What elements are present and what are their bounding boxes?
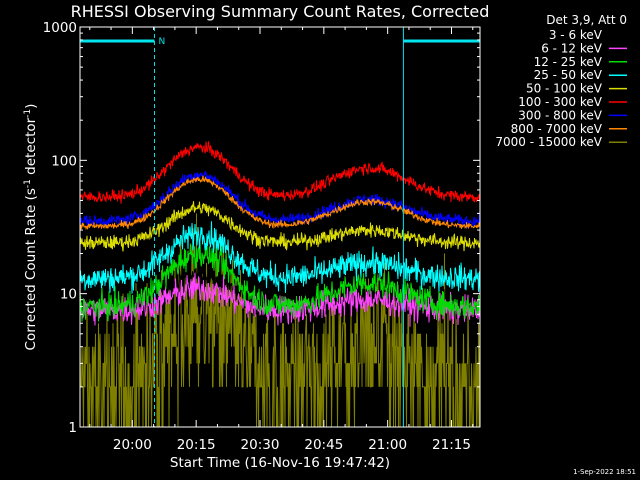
- legend-label-3: 12 - 25 keV: [534, 55, 603, 69]
- legend-label-2: 6 - 12 keV: [541, 41, 603, 55]
- y-tick-label: 100: [51, 153, 77, 169]
- chart-title: RHESSI Observing Summary Count Rates, Co…: [71, 2, 490, 21]
- series-line-7: [79, 170, 481, 229]
- legend-header: Det 3,9, Att 0: [546, 13, 627, 27]
- y-axis-label: Corrected Count Rate (s-1 detector-1): [23, 104, 39, 351]
- series-line-6: [79, 141, 481, 204]
- x-tick-label: 20:30: [241, 437, 280, 453]
- y-axis-label-sup1: -1: [23, 179, 33, 188]
- plot-frame: [79, 26, 481, 428]
- legend-label-9: 7000 - 15000 keV: [495, 135, 602, 149]
- x-tick-label: 20:00: [113, 437, 152, 453]
- y-tick-label: 1: [68, 420, 77, 436]
- x-axis-label: Start Time (16-Nov-16 19:47:42): [170, 455, 390, 471]
- y-axis-label-main: Corrected Count Rate (s: [23, 188, 39, 350]
- legend-label-5: 50 - 100 keV: [526, 82, 603, 96]
- series-line-2: [79, 272, 481, 327]
- x-tick-label: 21:00: [368, 437, 407, 453]
- legend-label-8: 800 - 7000 keV: [511, 122, 603, 136]
- x-tick-label: 21:15: [432, 437, 471, 453]
- series-line-4: [79, 221, 481, 294]
- y-axis-label-mid: detector: [23, 117, 39, 179]
- x-tick-label: 20:45: [304, 437, 343, 453]
- y-axis-label-end: ): [23, 104, 39, 109]
- y-tick-label: 1000: [43, 20, 77, 36]
- legend-label-4: 25 - 50 keV: [534, 68, 603, 82]
- y-axis-label-sup2: -1: [23, 109, 33, 118]
- series-line-3: [79, 240, 481, 322]
- legend-label-7: 300 - 800 keV: [518, 108, 602, 122]
- flag-label: N: [158, 37, 165, 47]
- x-tick-label: 20:15: [177, 437, 216, 453]
- legend-label-6: 100 - 300 keV: [518, 95, 602, 109]
- series-line-5: [79, 201, 481, 252]
- y-tick-label: 10: [60, 287, 77, 303]
- series-line-8: [79, 175, 481, 231]
- axes-layer: 1 10 100 1000 20:00 20:15 20:30 20:45 21:00 21:15: [43, 20, 480, 453]
- timestamp: 1-Sep-2022 18:51: [573, 468, 636, 476]
- series-layer: [79, 141, 481, 428]
- legend-label-1: 3 - 6 keV: [549, 28, 603, 42]
